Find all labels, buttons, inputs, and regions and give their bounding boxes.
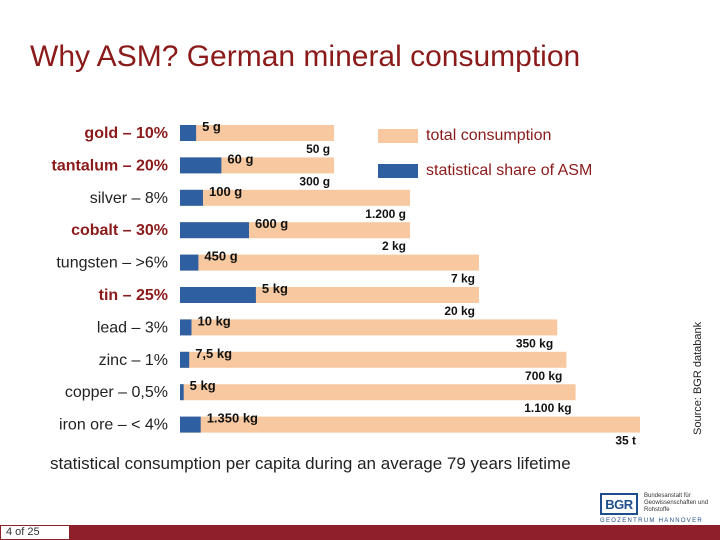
legend-swatch-total: [378, 129, 418, 143]
category-label: zinc – 1%: [99, 352, 168, 369]
category-label: tantalum – 20%: [52, 157, 168, 174]
total-value-label: 35 t: [615, 434, 636, 448]
category-label: gold – 10%: [84, 125, 168, 142]
legend-item-total: total consumption: [378, 127, 551, 145]
asm-value-label: 60 g: [227, 151, 253, 166]
asm-share-bar: [180, 222, 249, 239]
category-label: cobalt – 30%: [71, 222, 168, 239]
total-consumption-bar: [180, 351, 567, 368]
asm-share-bar: [180, 157, 222, 174]
total-consumption-bar: [180, 189, 410, 206]
asm-value-label: 10 kg: [198, 313, 231, 328]
total-consumption-bar: [180, 254, 479, 271]
category-label: silver – 8%: [90, 190, 168, 207]
asm-share-bar: [180, 416, 201, 433]
category-label: copper – 0,5%: [65, 384, 168, 401]
asm-value-label: 600 g: [255, 216, 288, 231]
total-consumption-bar: [180, 125, 335, 141]
total-value-label: 1.200 g: [365, 207, 406, 221]
asm-value-label: 7,5 kg: [195, 346, 232, 361]
asm-share-bar: [180, 125, 197, 141]
page-title: Why ASM? German mineral consumption: [30, 40, 581, 73]
asm-share-bar: [180, 254, 199, 271]
asm-value-label: 100 g: [209, 184, 242, 199]
total-value-label: 300 g: [299, 174, 330, 188]
bgr-logo-mark: BGR: [600, 493, 638, 515]
footer-bar: [0, 525, 720, 540]
category-label: tungsten – >6%: [56, 255, 168, 272]
asm-share-bar: [180, 384, 184, 401]
total-value-label: 7 kg: [451, 272, 475, 286]
total-value-label: 1.100 kg: [524, 401, 571, 415]
asm-value-label: 5 kg: [190, 378, 216, 393]
asm-share-bar: [180, 189, 203, 206]
legend-label-total: total consumption: [426, 127, 552, 144]
page-number: 4 of 25: [0, 525, 70, 540]
total-value-label: 20 kg: [444, 304, 475, 318]
category-label: tin – 25%: [99, 287, 168, 304]
asm-share-bar: [180, 319, 192, 336]
asm-value-label: 450 g: [204, 249, 237, 264]
bgr-logo-text: Bundesanstalt für Geowissenschaften und …: [644, 493, 709, 513]
total-consumption-bar: [180, 416, 640, 433]
total-consumption-bar: [180, 319, 558, 336]
asm-value-label: 5 kg: [262, 281, 288, 296]
bgr-logo: BGR Bundesanstalt für Geowissenschaften …: [600, 493, 718, 527]
legend-label-asm: statistical share of ASM: [426, 162, 593, 179]
chart-caption: statistical consumption per capita durin…: [50, 454, 571, 473]
category-label: lead – 3%: [97, 319, 168, 336]
asm-share-bar: [180, 351, 190, 368]
asm-share-bar: [180, 287, 256, 303]
category-label: iron ore – < 4%: [59, 417, 168, 434]
total-consumption-bar: [180, 384, 576, 401]
bgr-logo-subtitle: GEOZENTRUM HANNOVER: [600, 518, 704, 524]
source-note: Source: BGR databank: [692, 321, 704, 435]
legend-swatch-asm: [378, 164, 418, 178]
total-value-label: 2 kg: [382, 239, 406, 253]
total-value-label: 700 kg: [525, 369, 562, 383]
total-value-label: 350 kg: [516, 336, 553, 350]
asm-value-label: 1.350 kg: [207, 411, 258, 426]
asm-value-label: 5 g: [202, 119, 221, 134]
total-value-label: 50 g: [306, 142, 330, 156]
legend-item-asm: statistical share of ASM: [378, 162, 592, 180]
